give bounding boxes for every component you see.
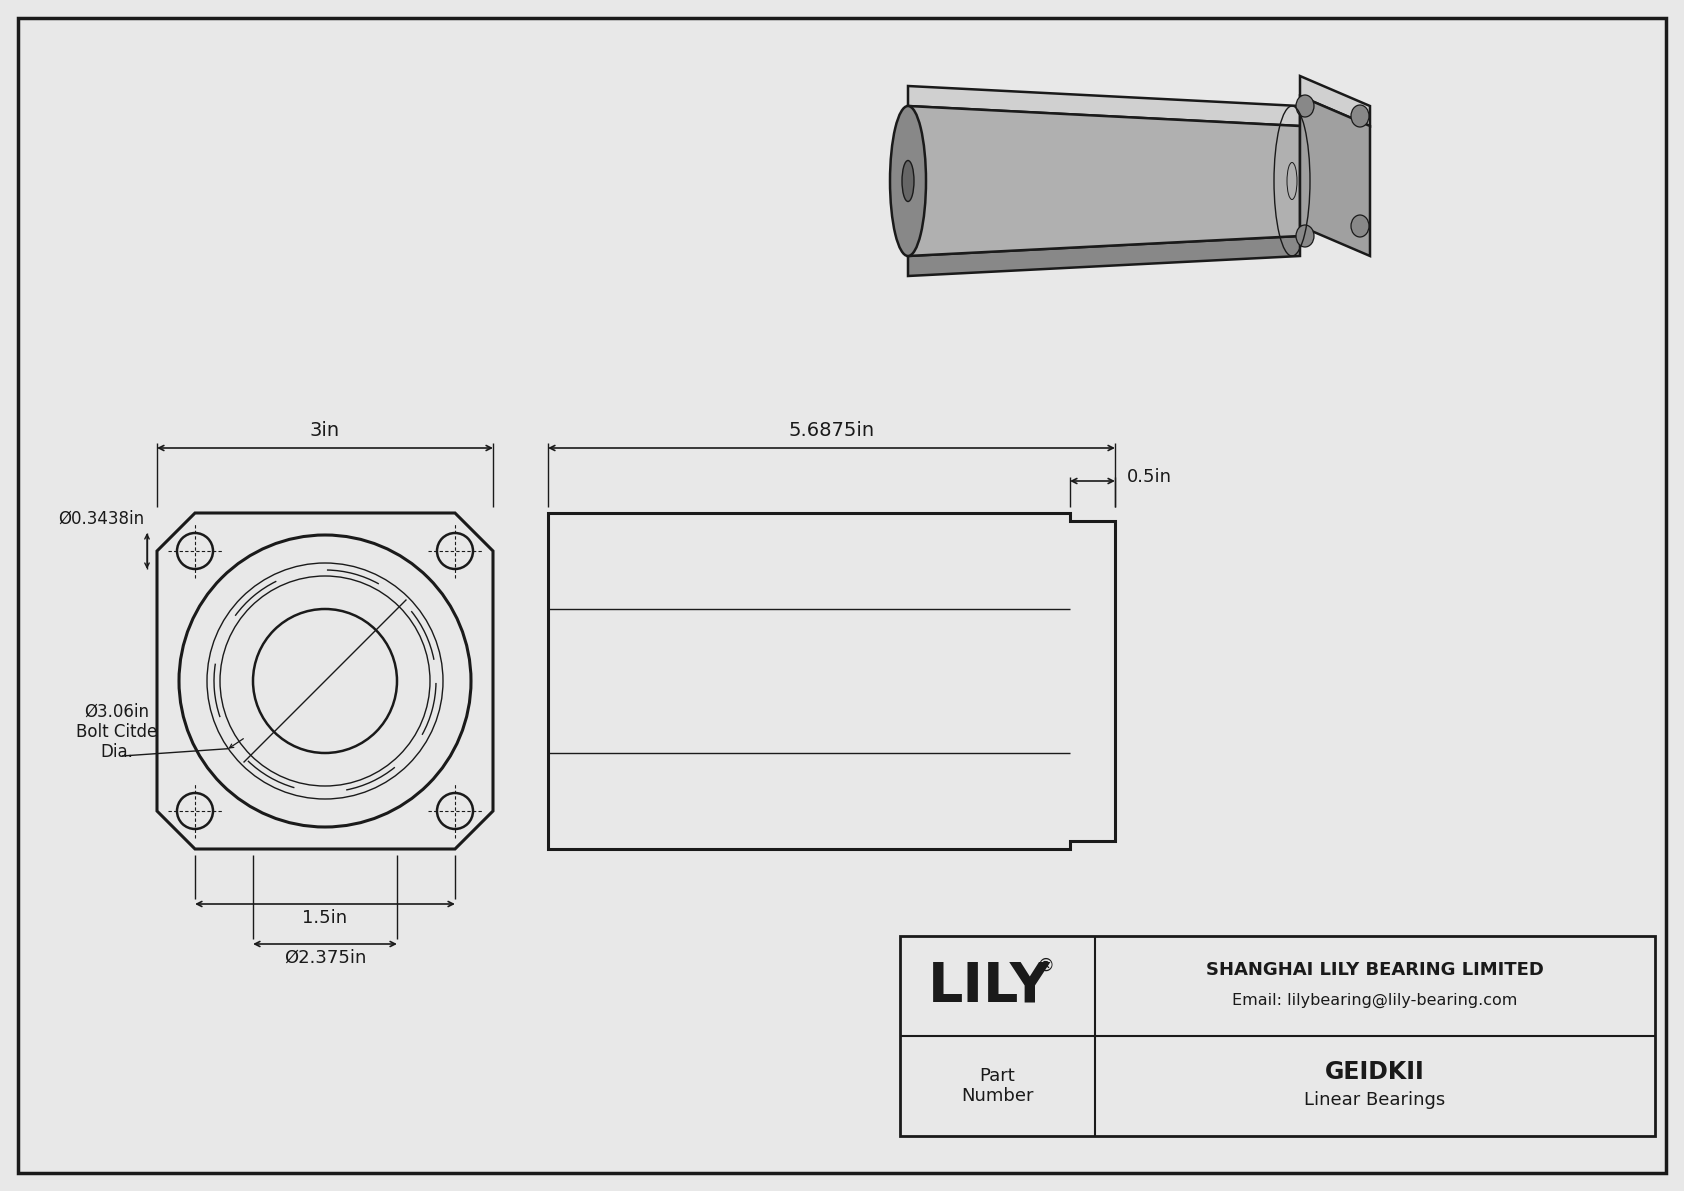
- Text: Ø2.375in: Ø2.375in: [285, 949, 365, 967]
- Text: Bolt Citde: Bolt Citde: [76, 723, 158, 741]
- Text: Email: lilybearing@lily-bearing.com: Email: lilybearing@lily-bearing.com: [1233, 992, 1517, 1008]
- Text: Part
Number: Part Number: [962, 1067, 1034, 1105]
- Polygon shape: [1300, 96, 1371, 256]
- Ellipse shape: [1297, 95, 1314, 117]
- Text: Dia.: Dia.: [101, 743, 133, 761]
- Ellipse shape: [1297, 225, 1314, 247]
- Bar: [899, 936, 1655, 1136]
- Polygon shape: [908, 106, 1300, 256]
- Polygon shape: [908, 236, 1300, 276]
- Text: 0.5in: 0.5in: [1127, 468, 1172, 486]
- Text: SHANGHAI LILY BEARING LIMITED: SHANGHAI LILY BEARING LIMITED: [1206, 961, 1544, 979]
- Ellipse shape: [891, 106, 926, 256]
- Text: ®: ®: [1036, 958, 1054, 975]
- Text: Linear Bearings: Linear Bearings: [1305, 1091, 1445, 1109]
- Polygon shape: [908, 86, 1300, 126]
- Text: GEIDKII: GEIDKII: [1325, 1060, 1425, 1084]
- Text: Ø3.06in: Ø3.06in: [84, 703, 150, 721]
- Ellipse shape: [1351, 105, 1369, 127]
- Text: Ø0.3438in: Ø0.3438in: [57, 510, 145, 528]
- Ellipse shape: [903, 161, 914, 201]
- Text: 3in: 3in: [310, 420, 340, 439]
- Polygon shape: [1300, 76, 1371, 126]
- Text: 5.6875in: 5.6875in: [788, 420, 874, 439]
- Text: LILY: LILY: [928, 959, 1051, 1014]
- Text: 1.5in: 1.5in: [303, 909, 347, 927]
- Ellipse shape: [1351, 216, 1369, 237]
